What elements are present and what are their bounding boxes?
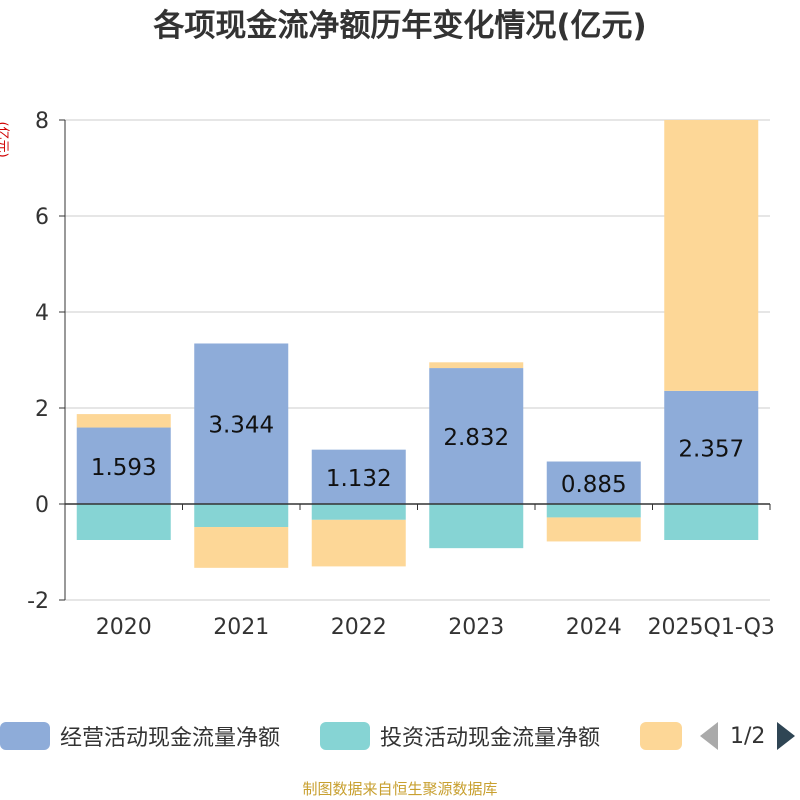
legend-item-investing[interactable]: 投资活动现金流量净额 (320, 716, 600, 756)
bar-series0-2023 (429, 368, 524, 504)
bar-series2-2020 (76, 414, 171, 428)
data-label-2024: 0.885 (561, 472, 627, 498)
x-tick-label-2024: 2024 (566, 615, 622, 640)
x-tick-label-2023: 2023 (448, 615, 504, 640)
legend: 经营活动现金流量净额 投资活动现金流量净额 1/2 (0, 716, 800, 756)
bar-series2-2022 (311, 519, 406, 567)
y-tick-label: 6 (35, 205, 49, 230)
bar-series2-2024 (546, 517, 641, 542)
y-tick-label: 0 (35, 493, 49, 518)
legend-label-investing: 投资活动现金流量净额 (380, 726, 601, 751)
bar-series1-2022 (311, 504, 406, 520)
bar-series2-2023 (429, 362, 524, 369)
data-label-2022: 1.132 (326, 466, 392, 492)
bar-series0-2021 (194, 343, 289, 504)
legend-swatch-operating (0, 722, 50, 750)
legend-next-page-icon[interactable] (777, 722, 796, 750)
bar-series2-2025Q1-Q3 (664, 120, 759, 391)
legend-item-financing[interactable] (640, 716, 682, 756)
bar-series1-2023 (429, 504, 524, 549)
bar-series0-2024 (546, 461, 641, 504)
y-tick-label: 2 (35, 397, 49, 422)
bar-series1-2021 (194, 504, 289, 528)
legend-pager: 1/2 (700, 716, 796, 756)
legend-swatch-financing (640, 722, 682, 750)
y-tick-label: 4 (35, 301, 49, 326)
legend-label-operating: 经营活动现金流量净额 (60, 726, 281, 751)
x-tick-label-2021: 2021 (213, 615, 269, 640)
y-tick-label: -2 (27, 589, 49, 614)
x-tick-label-2025Q1-Q3: 2025Q1-Q3 (648, 615, 775, 640)
data-label-2025Q1-Q3: 2.357 (678, 436, 744, 462)
bar-series0-2020 (76, 427, 171, 504)
legend-item-operating[interactable]: 经营活动现金流量净额 (0, 716, 280, 756)
bar-series1-2025Q1-Q3 (664, 504, 759, 540)
bar-series2-2021 (194, 527, 289, 568)
y-tick-label: 8 (35, 109, 49, 134)
legend-page-indicator: 1/2 (730, 723, 766, 749)
chart-plot: -2 0 2 4 6 8 1.593 3.344 1.132 2.832 0.885 2.357 202… (27, 109, 775, 640)
data-label-2020: 1.593 (91, 455, 157, 481)
chart-title: 各项现金流净额历年变化情况(亿元) (153, 8, 647, 44)
bar-series0-2025Q1-Q3 (664, 390, 759, 504)
bar-series0-2022 (311, 449, 406, 504)
legend-prev-page-icon[interactable] (700, 722, 718, 750)
x-tick-label-2022: 2022 (331, 615, 387, 640)
data-label-2021: 3.344 (208, 413, 274, 439)
bar-series1-2020 (76, 504, 171, 540)
legend-swatch-investing (320, 722, 370, 750)
bar-series1-2024 (546, 504, 641, 518)
source-note: 制图数据来自恒生聚源数据库 (302, 780, 498, 798)
x-tick-label-2020: 2020 (96, 615, 152, 640)
data-label-2023: 2.832 (443, 425, 509, 451)
